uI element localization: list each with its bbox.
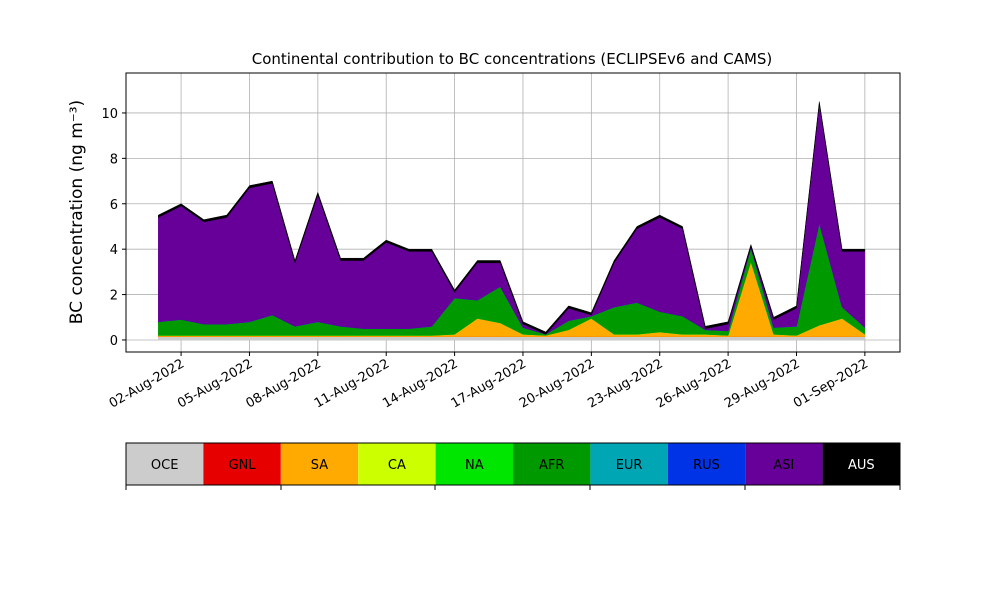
legend-label: CA (388, 458, 406, 473)
x-tick-label: 02-Aug-2022 (107, 356, 187, 411)
legend-label: AFR (539, 458, 564, 473)
legend-label: EUR (616, 458, 643, 473)
legend-swatch (435, 443, 513, 485)
x-tick-label: 20-Aug-2022 (517, 356, 597, 411)
x-tick-label: 08-Aug-2022 (243, 356, 323, 411)
axes-frame (125, 72, 901, 353)
legend-label: RUS (693, 458, 720, 473)
x-tick-label: 26-Aug-2022 (654, 356, 734, 411)
legend-swatch (745, 443, 823, 485)
x-tick-label: 05-Aug-2022 (175, 356, 255, 411)
legend-swatch (513, 443, 591, 485)
y-tick-label: 4 (110, 243, 118, 258)
legend-label: NA (465, 458, 484, 473)
colorbar-ticks (125, 485, 901, 490)
legend-swatch (667, 443, 746, 485)
plot-area (126, 73, 900, 352)
legend-swatch (126, 443, 204, 485)
y-tick-label: 6 (110, 198, 118, 213)
x-tick-label: 29-Aug-2022 (722, 356, 802, 411)
y-axis-label: BC concentration (ng m⁻³) (67, 100, 87, 324)
legend-label: GNL (229, 458, 257, 473)
legend-label: OCE (151, 458, 179, 473)
legend-swatch (822, 443, 900, 485)
legend-label: SA (311, 458, 328, 473)
x-tick-label: 17-Aug-2022 (449, 356, 529, 411)
legend-label: AUS (848, 458, 875, 473)
x-tick-label: 01-Sep-2022 (791, 356, 871, 411)
y-tick-label: 8 (110, 152, 118, 167)
x-tick-label: 11-Aug-2022 (312, 356, 392, 411)
legend-label: ASI (773, 458, 794, 473)
area (158, 101, 866, 335)
x-tick-label: 14-Aug-2022 (380, 356, 460, 411)
chart-title: Continental contribution to BC concentra… (252, 50, 773, 68)
legend-swatch (280, 443, 359, 485)
y-tick-label: 0 (110, 334, 118, 349)
area (158, 336, 866, 341)
x-tick-label: 23-Aug-2022 (585, 356, 665, 411)
colorbar: OCE GNL SA CA NA AFR EUR RUS ASI AUS (126, 443, 900, 485)
legend-swatch (203, 443, 281, 485)
legend-swatch (590, 443, 668, 485)
colorbar-frame (125, 442, 901, 486)
y-tick-label: 10 (101, 107, 118, 122)
legend-swatch (358, 443, 436, 485)
y-tick-label: 2 (110, 289, 118, 304)
